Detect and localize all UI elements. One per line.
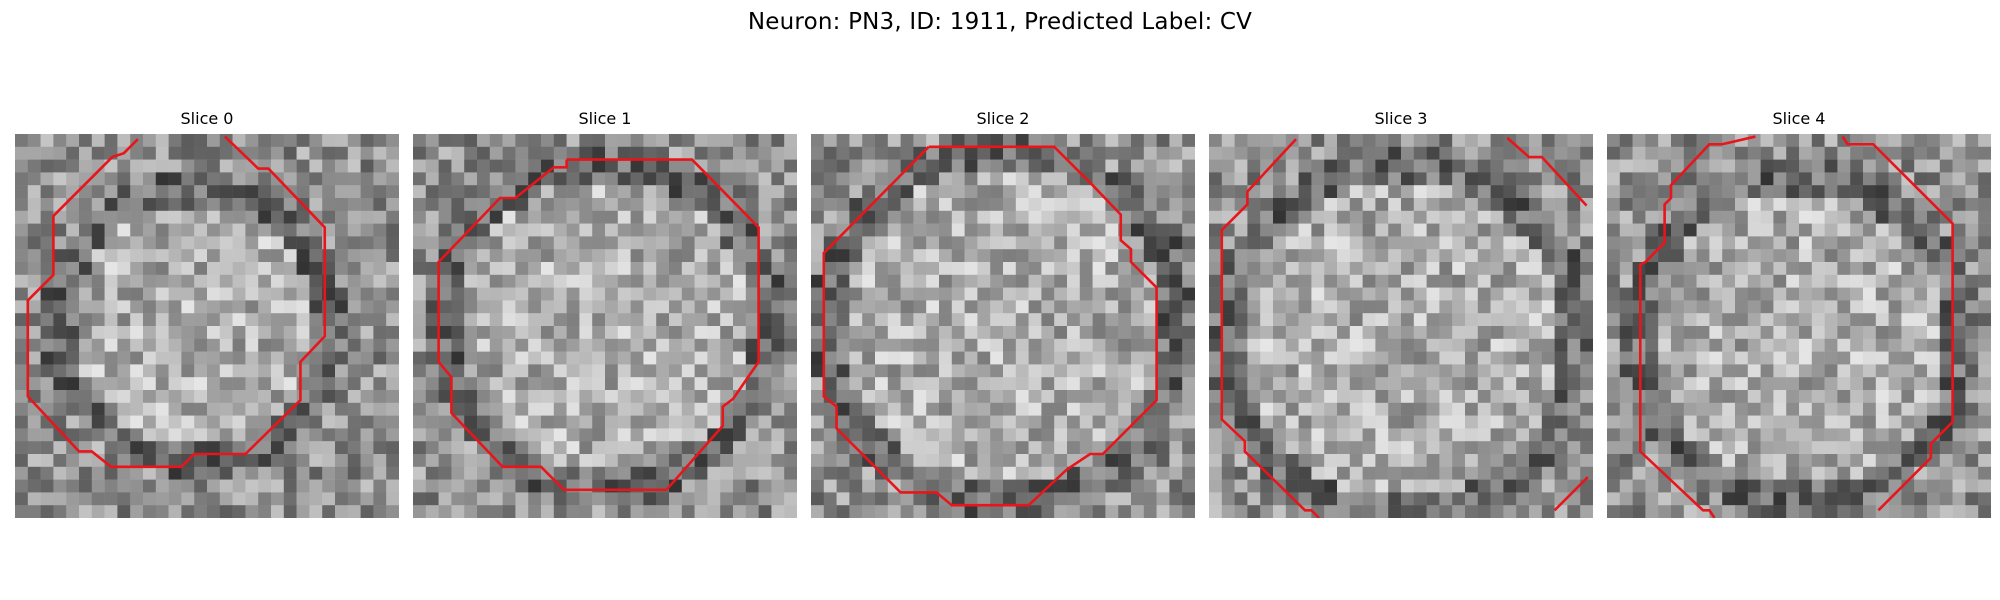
slice-title-2: Slice 2 [976, 109, 1030, 128]
figure-title: Neuron: PN3, ID: 1911, Predicted Label: … [747, 9, 1253, 35]
slice-title-3: Slice 3 [1374, 109, 1428, 128]
slice-panel-2: Slice 2 [811, 108, 1195, 518]
cell-contour-3a [1222, 139, 1319, 518]
slice-panel-0: Slice 0 [15, 108, 399, 518]
slice-title-0: Slice 0 [180, 109, 234, 128]
cell-contour-4b [1843, 137, 1953, 511]
slice-image-0 [15, 134, 399, 518]
slice-image-3 [1209, 134, 1593, 518]
cell-contour-0 [28, 137, 325, 467]
slice-texture-1 [413, 134, 797, 518]
cell-contour-4a [1640, 137, 1755, 518]
cell-contour-3b [1507, 138, 1586, 206]
slice-title-1: Slice 1 [578, 109, 632, 128]
slice-panel-4: Slice 4 [1607, 108, 1991, 518]
cell-contour-1 [439, 160, 759, 490]
slice-title-4: Slice 4 [1772, 109, 1826, 128]
cell-contour-2 [824, 147, 1157, 505]
slice-texture-3 [1209, 134, 1593, 518]
slice-image-4 [1607, 134, 1991, 518]
slice-texture-4 [1607, 134, 1991, 518]
slice-texture-0 [15, 134, 399, 518]
slice-image-1 [413, 134, 797, 518]
cell-contour-3c [1555, 477, 1588, 510]
slice-image-2 [811, 134, 1195, 518]
slice-panel-3: Slice 3 [1209, 108, 1593, 518]
slice-panel-1: Slice 1 [413, 108, 797, 518]
